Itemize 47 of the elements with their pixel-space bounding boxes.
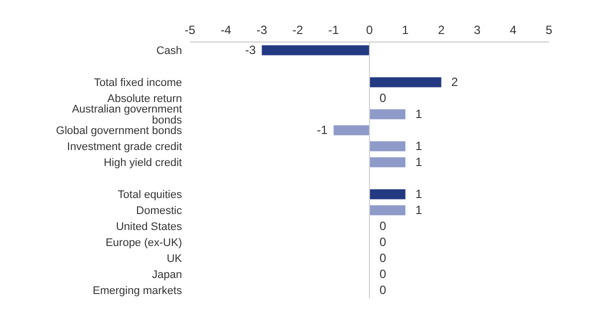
bar <box>334 125 370 136</box>
x-tick-label: 3 <box>474 23 481 37</box>
x-tick-label: 5 <box>546 23 553 37</box>
data-label: 0 <box>380 235 386 249</box>
x-tick-label: 0 <box>366 23 374 37</box>
bar <box>370 189 406 200</box>
x-tick-label: -1 <box>328 23 340 37</box>
y-tick-label: Cash <box>156 44 182 57</box>
x-tick-label: -4 <box>220 23 232 37</box>
data-label: 1 <box>415 107 422 121</box>
x-tick-label: -2 <box>292 23 304 37</box>
bar <box>370 77 442 88</box>
x-tick-label: -3 <box>256 23 268 37</box>
y-tick-label: Investment grade credit <box>67 140 182 153</box>
y-tick-label: Japan <box>152 268 182 281</box>
y-tick-label: Total fixed income <box>94 76 182 89</box>
x-tick-label: 4 <box>510 23 517 37</box>
data-label: -3 <box>245 43 256 57</box>
data-label: 0 <box>380 267 386 281</box>
data-label: 0 <box>380 219 386 233</box>
y-tick-label: Domestic <box>136 204 182 217</box>
y-tick-label: Emerging markets <box>92 284 182 297</box>
y-tick-label: United States <box>116 220 182 233</box>
data-label: 1 <box>415 139 422 153</box>
bar <box>370 141 406 152</box>
bar <box>370 157 406 168</box>
bar <box>370 109 406 120</box>
x-tick-label: 1 <box>402 23 410 37</box>
data-label: 1 <box>415 155 422 169</box>
data-label: 0 <box>380 251 386 265</box>
y-tick-label: Total equities <box>118 188 182 201</box>
y-tick-label: High yield credit <box>104 156 182 169</box>
bar <box>262 45 370 56</box>
data-label: 0 <box>380 91 386 105</box>
bar <box>370 205 406 216</box>
data-label: 1 <box>415 187 422 201</box>
y-tick-label: UK <box>166 252 183 265</box>
x-tick-label: -5 <box>184 23 196 37</box>
data-label: 1 <box>415 203 422 217</box>
y-tick-label: Global government bonds <box>56 124 182 137</box>
data-label: -1 <box>316 123 328 137</box>
data-label: 0 <box>380 283 386 297</box>
y-tick-label: Europe (ex-UK) <box>106 236 182 249</box>
x-tick-label: 2 <box>438 23 445 37</box>
y-tick-label: Australian government bonds <box>72 103 182 126</box>
y-tick-label: Absolute return <box>107 92 182 105</box>
data-label: 2 <box>451 75 458 89</box>
